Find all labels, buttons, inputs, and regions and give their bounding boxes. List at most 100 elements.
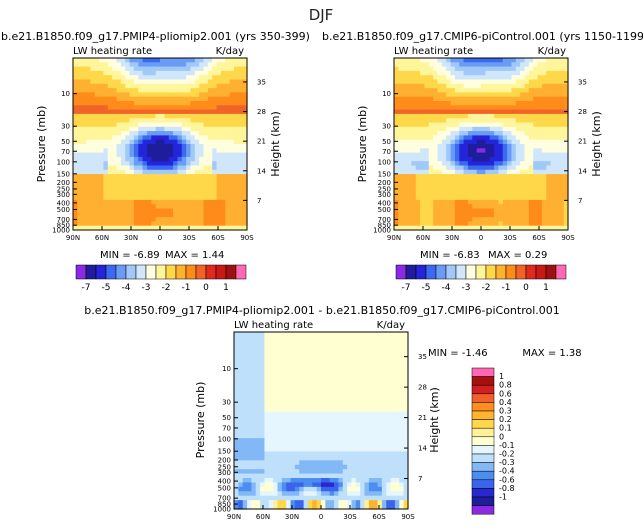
heatmap-cell [212,58,217,63]
heatmap-cell [225,131,230,136]
heatmap-cell [269,381,274,386]
heatmap-cell [173,191,178,196]
heatmap-cell [399,350,404,355]
heatmap-cell [373,363,378,368]
heatmap-cell [477,140,482,145]
heatmap-cell [546,170,551,175]
heatmap-cell [282,429,287,434]
heatmap-cell [260,390,265,395]
heatmap-cell [538,148,543,153]
heatmap-cell [411,123,416,128]
heatmap-cell [386,354,391,359]
heatmap-cell [291,429,296,434]
heatmap-cell [99,183,104,188]
heatmap-cell [95,178,100,183]
heatmap-cell [542,191,547,196]
heatmap-cell [273,434,278,439]
heatmap-cell [291,381,296,386]
heatmap-cell [238,153,243,158]
heatmap-cell [256,478,261,483]
heatmap-cell [559,166,564,171]
heatmap-cell [225,191,230,196]
heatmap-cell [143,75,148,80]
heatmap-cell [498,131,503,136]
heatmap-cell [407,114,412,119]
heatmap-cell [386,425,391,430]
heatmap-cell [438,127,443,132]
heatmap-cell [269,465,274,470]
heatmap-cell [125,178,130,183]
heatmap-cell [112,101,117,106]
heatmap-cell [468,161,473,166]
heatmap-cell [516,114,521,119]
heatmap-cell [108,123,113,128]
heatmap-cell [264,460,269,465]
heatmap-cell [212,178,217,183]
heatmap-cell [134,153,139,158]
heatmap-cell [416,97,421,102]
heatmap-cell [325,491,330,496]
heatmap-cell [247,341,252,346]
heatmap-cell [343,491,348,496]
heatmap-cell [108,67,113,72]
heatmap-cell [468,58,473,63]
heatmap-cell [424,114,429,119]
heatmap-cell [403,148,408,153]
heatmap-cell [278,372,283,377]
heatmap-cell [334,434,339,439]
heatmap-cell [347,482,352,487]
heatmap-cell [234,204,239,209]
heatmap-cell [308,350,313,355]
heatmap-cell [533,157,538,162]
heatmap-cell [472,153,477,158]
heatmap-cell [208,71,213,76]
heatmap-cell [186,114,191,119]
heatmap-cell [95,80,100,85]
heatmap-cell [330,451,335,456]
heatmap-cell [542,97,547,102]
heatmap-cell [217,101,222,106]
heatmap-cell [360,359,365,364]
heatmap-cell [481,92,486,97]
heatmap-cell [424,101,429,106]
heatmap-cell [182,75,187,80]
heatmap-cell [338,478,343,483]
heatmap-cell [321,451,326,456]
heatmap-cell [212,204,217,209]
heatmap-cell [446,75,451,80]
heatmap-cell [73,200,78,205]
heatmap-cell [451,135,456,140]
heatmap-cell [208,170,213,175]
heatmap-cell [503,84,508,89]
heatmap-cell [498,187,503,192]
heatmap-cell [182,84,187,89]
heatmap-cell [312,416,317,421]
heatmap-cell [459,204,464,209]
heatmap-cell [459,178,464,183]
heatmap-cell [321,456,326,461]
heatmap-cell [446,92,451,97]
heatmap-cell [395,421,400,426]
heatmap-cell [438,174,443,179]
heatmap-cell [238,478,243,483]
heatmap-cell [555,178,560,183]
heatmap-cell [503,221,508,226]
heatmap-cell [538,105,543,110]
heatmap-cell [485,157,490,162]
heatmap-cell [455,144,460,149]
heatmap-cell [394,144,399,149]
heatmap-cell [164,191,169,196]
heatmap-cell [347,336,352,341]
heatmap-cell [429,88,434,93]
heatmap-cell [243,412,248,417]
heatmap-cell [282,491,287,496]
heatmap-cell [490,148,495,153]
heatmap-cell [351,491,356,496]
heatmap-cell [481,71,486,76]
heatmap-cell [99,75,104,80]
heatmap-cell [356,359,361,364]
heatmap-cell [151,144,156,149]
heatmap-cell [269,456,274,461]
heatmap-cell [90,144,95,149]
heatmap-cell [477,174,482,179]
